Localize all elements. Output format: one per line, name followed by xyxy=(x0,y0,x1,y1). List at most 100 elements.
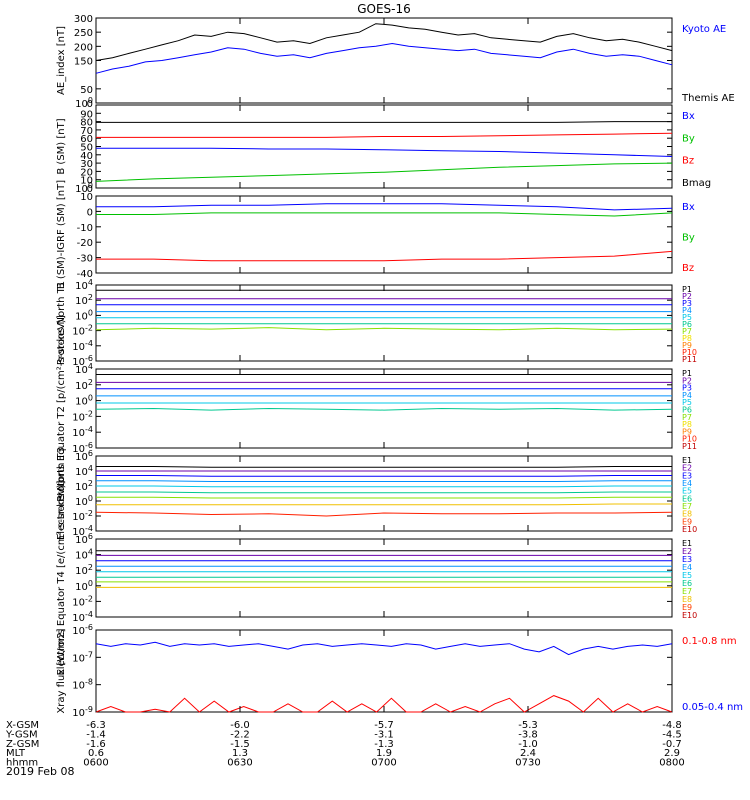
y-tick-label: 10-4 xyxy=(72,339,93,353)
legend-label: P10 xyxy=(682,435,697,444)
legend-label: P5 xyxy=(682,398,692,407)
y-tick-label: 10 xyxy=(80,176,93,187)
legend-label: P6 xyxy=(682,406,692,415)
series-line-e9 xyxy=(95,511,673,517)
panel-frame xyxy=(95,368,673,449)
series-line-bx xyxy=(96,203,673,211)
y-tick-label: 300 xyxy=(74,14,93,25)
legend-label: E8 xyxy=(682,510,692,519)
legend-label: Bz xyxy=(682,156,694,167)
x-row-value: -1.0 xyxy=(518,739,538,750)
y-axis-label: AE_index [nT] xyxy=(56,26,67,95)
y-tick-label: 104 xyxy=(75,362,93,376)
panel-frame xyxy=(95,17,673,104)
x-row-label: Y-GSM xyxy=(5,729,38,740)
y-tick-label: 10-2 xyxy=(72,594,93,608)
legend-label: E8 xyxy=(682,595,692,604)
y-axis-label: B (SM)-IGRF (SM) [nT] xyxy=(56,180,67,289)
x-row-value: -5.7 xyxy=(374,720,394,731)
y-tick-label: 80 xyxy=(80,118,93,129)
x-row-value: 1.3 xyxy=(232,748,248,759)
x-row-value: -6.3 xyxy=(86,720,106,731)
legend-label: P3 xyxy=(682,384,692,393)
legend-label: By xyxy=(682,233,695,244)
y-tick-label: 104 xyxy=(75,548,93,562)
legend-label: P10 xyxy=(682,348,697,357)
y-tick-label: 40 xyxy=(80,151,93,162)
legend-label: E7 xyxy=(682,587,692,596)
series-line-e5 xyxy=(96,485,672,488)
series-line-bz xyxy=(96,250,673,262)
x-row-value: -1.5 xyxy=(230,739,250,750)
y-tick-label: 0 xyxy=(87,207,93,218)
legend-label: P11 xyxy=(682,355,697,364)
y-tick-label: 104 xyxy=(75,278,93,292)
y-tick-label: 106 xyxy=(75,449,93,463)
panel-frame xyxy=(95,195,673,274)
y-tick-label: 106 xyxy=(75,532,93,546)
legend-label: E4 xyxy=(682,563,692,572)
legend-label: P8 xyxy=(682,334,692,343)
legend-label: P7 xyxy=(682,413,692,422)
legend-label: E10 xyxy=(682,611,697,620)
y-tick-label: 10-4 xyxy=(72,610,93,624)
y-tick-label: 10-9 xyxy=(72,705,93,719)
panel-frame xyxy=(95,284,673,362)
legend-label: E6 xyxy=(682,579,692,588)
legend-label: P8 xyxy=(682,420,692,429)
y-tick-label: 102 xyxy=(75,479,93,493)
legend-label: P4 xyxy=(682,391,692,400)
x-row-value: -5.3 xyxy=(518,720,538,731)
chart-title: GOES-16 xyxy=(357,2,411,16)
x-row-value: 1.9 xyxy=(376,748,392,759)
x-row-label: hhmm xyxy=(6,758,38,769)
legend-label: E1 xyxy=(682,456,692,465)
legend-label: By xyxy=(682,133,695,144)
y-axis-label: Xray flux [W/m2] xyxy=(56,628,67,713)
y-tick-label: 100 xyxy=(75,579,93,593)
legend-label: E10 xyxy=(682,525,697,534)
x-row-value: -2.2 xyxy=(230,729,250,740)
y-axis-label: Electrons Equator T4 [e/(cm²-s-sr-keV)] xyxy=(56,480,67,675)
x-row-value: -1.6 xyxy=(86,739,106,750)
y-tick-label: -20 xyxy=(77,238,93,249)
y-tick-label: 10-8 xyxy=(72,678,93,692)
x-row-value: -0.7 xyxy=(662,739,682,750)
legend-label: P6 xyxy=(682,320,692,329)
y-tick-label: 70 xyxy=(80,126,93,137)
legend-label: P7 xyxy=(682,327,692,336)
y-tick-label: 0 xyxy=(87,99,93,110)
series-line-e6 xyxy=(96,491,672,494)
x-row-value: -6.0 xyxy=(230,720,250,731)
y-tick-label: 20 xyxy=(80,167,93,178)
panel-8: 10-9 10-8 10-7 10-6 Xray flux [W/m2] 0.1-0.8 … xyxy=(56,623,743,719)
y-axis-label: B (SM) [nT] xyxy=(56,118,67,174)
legend-label: P1 xyxy=(682,369,692,378)
legend-label: E6 xyxy=(682,494,692,503)
y-tick-label: 10-4 xyxy=(72,425,93,439)
x-row-value: 0800 xyxy=(659,758,684,769)
legend-label: Bz xyxy=(682,263,694,274)
legend-label: E5 xyxy=(682,487,692,496)
legend-label: P3 xyxy=(682,299,692,308)
legend-label: Bx xyxy=(682,111,695,122)
y-tick-label: 102 xyxy=(75,563,93,577)
legend-label: P1 xyxy=(682,285,692,294)
y-tick-label: -40 xyxy=(77,269,93,280)
y-tick-label: 10-6 xyxy=(72,623,93,637)
x-row-value: -4.8 xyxy=(662,720,682,731)
y-tick-label: 102 xyxy=(75,378,93,392)
y-tick-label: -10 xyxy=(77,223,93,234)
x-row-value: 0.6 xyxy=(88,748,104,759)
legend-label: E3 xyxy=(682,555,692,564)
y-tick-label: -30 xyxy=(77,254,93,265)
x-row-value: 2.4 xyxy=(520,748,536,759)
series-line-e3 xyxy=(96,475,672,477)
x-row-value: 0700 xyxy=(371,758,396,769)
date-label: 2019 Feb 08 xyxy=(6,765,74,778)
